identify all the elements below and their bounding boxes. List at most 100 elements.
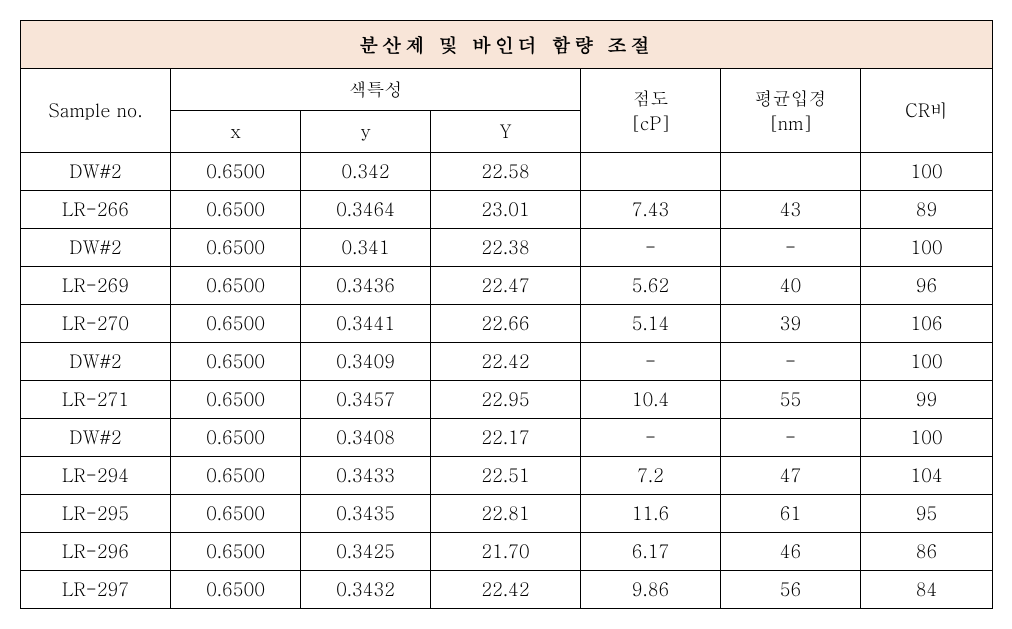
cell-size: 39 (721, 305, 861, 343)
cell-sample: LR-296 (21, 533, 171, 571)
cell-sample: LR-269 (21, 267, 171, 305)
cell-Y: 22.51 (431, 457, 581, 495)
cell-cr: 100 (861, 229, 993, 267)
cell-sample: DW#2 (21, 419, 171, 457)
cell-cr: 106 (861, 305, 993, 343)
cell-x: 0.6500 (171, 419, 301, 457)
cell-x: 0.6500 (171, 381, 301, 419)
cell-visc: 7.2 (581, 457, 721, 495)
cell-y: 0.3433 (301, 457, 431, 495)
cell-sample: DW#2 (21, 229, 171, 267)
cell-x: 0.6500 (171, 267, 301, 305)
cell-visc: 6.17 (581, 533, 721, 571)
cell-size: 56 (721, 571, 861, 609)
table-row: LR-2950.65000.343522.8111.66195 (21, 495, 993, 533)
cell-size: 47 (721, 457, 861, 495)
cell-cr: 95 (861, 495, 993, 533)
header-size-label: 평균입경 (755, 86, 827, 111)
cell-visc: 7.43 (581, 191, 721, 229)
table-row: DW#20.65000.340822.17--100 (21, 419, 993, 457)
table-row: LR-2940.65000.343322.517.247104 (21, 457, 993, 495)
cell-y: 0.3441 (301, 305, 431, 343)
cell-size: 61 (721, 495, 861, 533)
cell-visc: 5.14 (581, 305, 721, 343)
header-viscosity-label: 점도 (633, 86, 669, 111)
header-viscosity-unit: [cP] (631, 111, 671, 136)
cell-visc: - (581, 419, 721, 457)
table-row: LR-2690.65000.343622.475.624096 (21, 267, 993, 305)
cell-y: 0.3436 (301, 267, 431, 305)
cell-cr: 100 (861, 343, 993, 381)
cell-cr: 84 (861, 571, 993, 609)
table-row: DW#20.65000.340922.42--100 (21, 343, 993, 381)
table-row: DW#20.65000.34222.58 100 (21, 153, 993, 191)
cell-x: 0.6500 (171, 343, 301, 381)
cell-x: 0.6500 (171, 533, 301, 571)
table-row: LR-2960.65000.342521.706.174686 (21, 533, 993, 571)
cell-Y: 22.95 (431, 381, 581, 419)
header-y: y (301, 111, 431, 153)
cell-sample: DW#2 (21, 343, 171, 381)
cell-sample: LR-295 (21, 495, 171, 533)
table-row: DW#20.65000.34122.38--100 (21, 229, 993, 267)
cell-size (721, 153, 861, 191)
cell-y: 0.3425 (301, 533, 431, 571)
table-row: LR-2660.65000.346423.017.434389 (21, 191, 993, 229)
cell-Y: 22.66 (431, 305, 581, 343)
cell-sample: LR-271 (21, 381, 171, 419)
table-body: DW#20.65000.34222.58100LR-2660.65000.346… (21, 153, 993, 609)
cell-sample: LR-297 (21, 571, 171, 609)
header-size-unit: [nm] (769, 111, 813, 136)
cell-y: 0.342 (301, 153, 431, 191)
cell-Y: 22.47 (431, 267, 581, 305)
cell-cr: 89 (861, 191, 993, 229)
cell-x: 0.6500 (171, 191, 301, 229)
cell-visc: - (581, 343, 721, 381)
cell-Y: 22.38 (431, 229, 581, 267)
cell-size: 43 (721, 191, 861, 229)
cell-x: 0.6500 (171, 571, 301, 609)
cell-Y: 22.42 (431, 571, 581, 609)
cell-visc: 5.62 (581, 267, 721, 305)
cell-Y: 22.81 (431, 495, 581, 533)
cell-x: 0.6500 (171, 153, 301, 191)
cell-cr: 96 (861, 267, 993, 305)
cell-Y: 22.58 (431, 153, 581, 191)
cell-size: - (721, 419, 861, 457)
cell-cr: 100 (861, 419, 993, 457)
cell-Y: 21.70 (431, 533, 581, 571)
cell-visc (581, 153, 721, 191)
cell-x: 0.6500 (171, 495, 301, 533)
table-header: 분산제 및 바인더 함량 조절 Sample no. 색특성 점도 [cP] 평… (21, 21, 993, 153)
table-row: LR-2710.65000.345722.9510.45599 (21, 381, 993, 419)
table-title: 분산제 및 바인더 함량 조절 (21, 21, 993, 69)
data-table: 분산제 및 바인더 함량 조절 Sample no. 색특성 점도 [cP] 평… (20, 20, 993, 609)
cell-Y: 22.17 (431, 419, 581, 457)
header-color-group: 색특성 (171, 69, 581, 111)
cell-visc: 10.4 (581, 381, 721, 419)
cell-sample: LR-266 (21, 191, 171, 229)
cell-visc: - (581, 229, 721, 267)
header-Y: Y (431, 111, 581, 153)
header-cr: CR비 (861, 69, 993, 153)
cell-sample: DW#2 (21, 153, 171, 191)
cell-cr: 99 (861, 381, 993, 419)
cell-x: 0.6500 (171, 305, 301, 343)
cell-cr: 104 (861, 457, 993, 495)
cell-size: 46 (721, 533, 861, 571)
cell-y: 0.3435 (301, 495, 431, 533)
cell-visc: 9.86 (581, 571, 721, 609)
cell-visc: 11.6 (581, 495, 721, 533)
cell-sample: LR-270 (21, 305, 171, 343)
cell-y: 0.341 (301, 229, 431, 267)
cell-size: 55 (721, 381, 861, 419)
cell-size: - (721, 343, 861, 381)
cell-cr: 100 (861, 153, 993, 191)
cell-cr: 86 (861, 533, 993, 571)
header-size: 평균입경 [nm] (721, 69, 861, 153)
header-x: x (171, 111, 301, 153)
table-row: LR-2700.65000.344122.665.1439106 (21, 305, 993, 343)
cell-Y: 22.42 (431, 343, 581, 381)
cell-Y: 23.01 (431, 191, 581, 229)
cell-x: 0.6500 (171, 229, 301, 267)
